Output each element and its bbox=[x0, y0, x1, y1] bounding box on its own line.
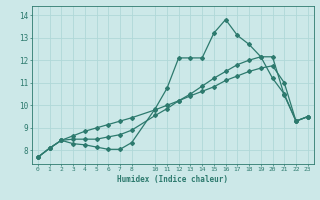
X-axis label: Humidex (Indice chaleur): Humidex (Indice chaleur) bbox=[117, 175, 228, 184]
